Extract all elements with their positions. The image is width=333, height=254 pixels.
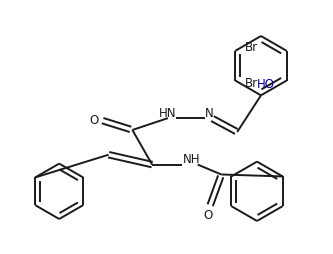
Text: N: N	[205, 107, 214, 120]
Text: HN: HN	[159, 107, 177, 120]
Text: HO: HO	[257, 78, 275, 91]
Text: O: O	[203, 209, 212, 221]
Text: O: O	[89, 114, 99, 126]
Text: Br: Br	[245, 41, 258, 54]
Text: Br: Br	[245, 77, 258, 90]
Text: NH: NH	[183, 153, 200, 166]
